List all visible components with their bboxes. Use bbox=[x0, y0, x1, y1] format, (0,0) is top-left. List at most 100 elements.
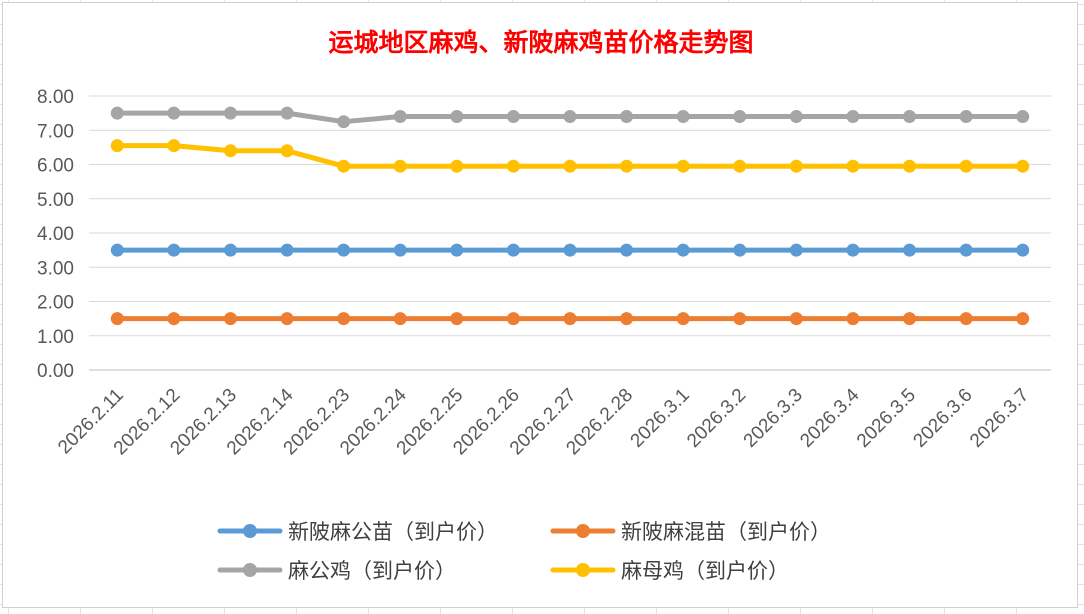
data-point bbox=[1016, 159, 1030, 173]
data-point bbox=[223, 243, 237, 257]
data-point bbox=[337, 159, 351, 173]
data-point bbox=[280, 243, 294, 257]
data-point bbox=[903, 159, 917, 173]
y-tick-label: 7.00 bbox=[37, 121, 74, 142]
data-point bbox=[959, 159, 973, 173]
data-point bbox=[789, 159, 803, 173]
data-point bbox=[733, 159, 747, 173]
line-chart: 运城地区麻鸡、新陂麻鸡苗价格走势图 0.00 1.00 2.00 3.00 4.00 5.… bbox=[37, 28, 1051, 583]
legend-marker bbox=[576, 524, 590, 538]
data-point bbox=[450, 110, 464, 124]
data-point bbox=[337, 243, 351, 257]
data-point bbox=[506, 243, 520, 257]
series bbox=[110, 139, 1030, 173]
x-tick-label: 2026.3.2 bbox=[683, 385, 750, 452]
x-tick-label: 2026.3.3 bbox=[740, 385, 807, 452]
data-point bbox=[959, 110, 973, 124]
legend-label: 麻母鸡（到户价） bbox=[621, 559, 789, 583]
y-tick-label: 2.00 bbox=[37, 293, 74, 314]
data-point bbox=[789, 312, 803, 326]
chart-title: 运城地区麻鸡、新陂麻鸡苗价格走势图 bbox=[328, 28, 753, 57]
data-point bbox=[846, 159, 860, 173]
data-point bbox=[563, 159, 577, 173]
data-point bbox=[620, 243, 634, 257]
data-point bbox=[733, 243, 747, 257]
data-point bbox=[620, 312, 634, 326]
y-tick-label: 1.00 bbox=[37, 327, 74, 348]
data-point bbox=[110, 243, 124, 257]
y-axis: 0.00 1.00 2.00 3.00 4.00 5.00 6.00 7.00 8.00 bbox=[37, 87, 74, 382]
legend-item[interactable]: 麻公鸡（到户价） bbox=[217, 559, 456, 583]
legend[interactable]: 新陂麻公苗（到户价） 新陂麻混苗（到户价） 麻公鸡（到户价） 麻母鸡（到户价） bbox=[217, 520, 831, 583]
data-point bbox=[676, 110, 690, 124]
x-tick-label: 2026.3.1 bbox=[627, 385, 694, 452]
data-point bbox=[337, 115, 351, 129]
y-tick-label: 6.00 bbox=[37, 156, 74, 177]
data-point bbox=[903, 312, 917, 326]
data-point bbox=[450, 159, 464, 173]
data-point bbox=[506, 312, 520, 326]
data-point bbox=[506, 159, 520, 173]
gridlines bbox=[89, 95, 1051, 371]
data-point bbox=[280, 312, 294, 326]
data-point bbox=[620, 110, 634, 124]
data-point bbox=[110, 139, 124, 153]
data-point bbox=[563, 110, 577, 124]
data-point bbox=[1016, 110, 1030, 124]
data-point bbox=[280, 106, 294, 120]
data-point bbox=[337, 312, 351, 326]
series bbox=[110, 243, 1030, 257]
chart-area[interactable]: 运城地区麻鸡、新陂麻鸡苗价格走势图 0.00 1.00 2.00 3.00 4.00 5.… bbox=[2, 2, 1078, 608]
legend-marker bbox=[243, 563, 257, 577]
x-axis: 2026.2.112026.2.122026.2.132026.2.142026… bbox=[54, 384, 1033, 459]
data-point bbox=[450, 243, 464, 257]
data-point bbox=[846, 243, 860, 257]
legend-marker bbox=[243, 524, 257, 538]
legend-item[interactable]: 新陂麻公苗（到户价） bbox=[217, 520, 498, 544]
data-point bbox=[167, 243, 181, 257]
x-tick-label: 2026.3.4 bbox=[796, 384, 863, 451]
legend-label: 新陂麻混苗（到户价） bbox=[621, 520, 831, 544]
data-point bbox=[676, 159, 690, 173]
data-point bbox=[789, 110, 803, 124]
data-point bbox=[393, 243, 407, 257]
data-point bbox=[167, 312, 181, 326]
data-point bbox=[676, 243, 690, 257]
y-tick-label: 4.00 bbox=[37, 224, 74, 245]
data-point bbox=[110, 312, 124, 326]
data-point bbox=[846, 312, 860, 326]
y-tick-label: 0.00 bbox=[37, 361, 74, 382]
y-tick-label: 5.00 bbox=[37, 190, 74, 211]
data-point bbox=[563, 243, 577, 257]
legend-marker bbox=[576, 563, 590, 577]
data-point bbox=[1016, 312, 1030, 326]
data-point bbox=[959, 243, 973, 257]
data-point bbox=[620, 159, 634, 173]
data-point bbox=[450, 312, 464, 326]
data-point bbox=[959, 312, 973, 326]
data-point bbox=[110, 106, 124, 120]
data-point bbox=[846, 110, 860, 124]
data-point bbox=[903, 110, 917, 124]
x-tick-label: 2026.3.6 bbox=[910, 385, 977, 452]
legend-item[interactable]: 麻母鸡（到户价） bbox=[550, 559, 789, 583]
series bbox=[110, 106, 1030, 129]
series-lines bbox=[110, 106, 1030, 326]
legend-label: 麻公鸡（到户价） bbox=[288, 559, 456, 583]
data-point bbox=[223, 106, 237, 120]
data-point bbox=[1016, 243, 1030, 257]
data-point bbox=[733, 312, 747, 326]
data-point bbox=[903, 243, 917, 257]
y-tick-label: 3.00 bbox=[37, 258, 74, 279]
data-point bbox=[393, 159, 407, 173]
legend-item[interactable]: 新陂麻混苗（到户价） bbox=[550, 520, 831, 544]
data-point bbox=[563, 312, 577, 326]
data-point bbox=[167, 139, 181, 153]
data-point bbox=[393, 312, 407, 326]
data-point bbox=[167, 106, 181, 120]
data-point bbox=[223, 144, 237, 158]
data-point bbox=[393, 110, 407, 124]
x-tick-label: 2026.3.5 bbox=[853, 385, 920, 452]
data-point bbox=[223, 312, 237, 326]
